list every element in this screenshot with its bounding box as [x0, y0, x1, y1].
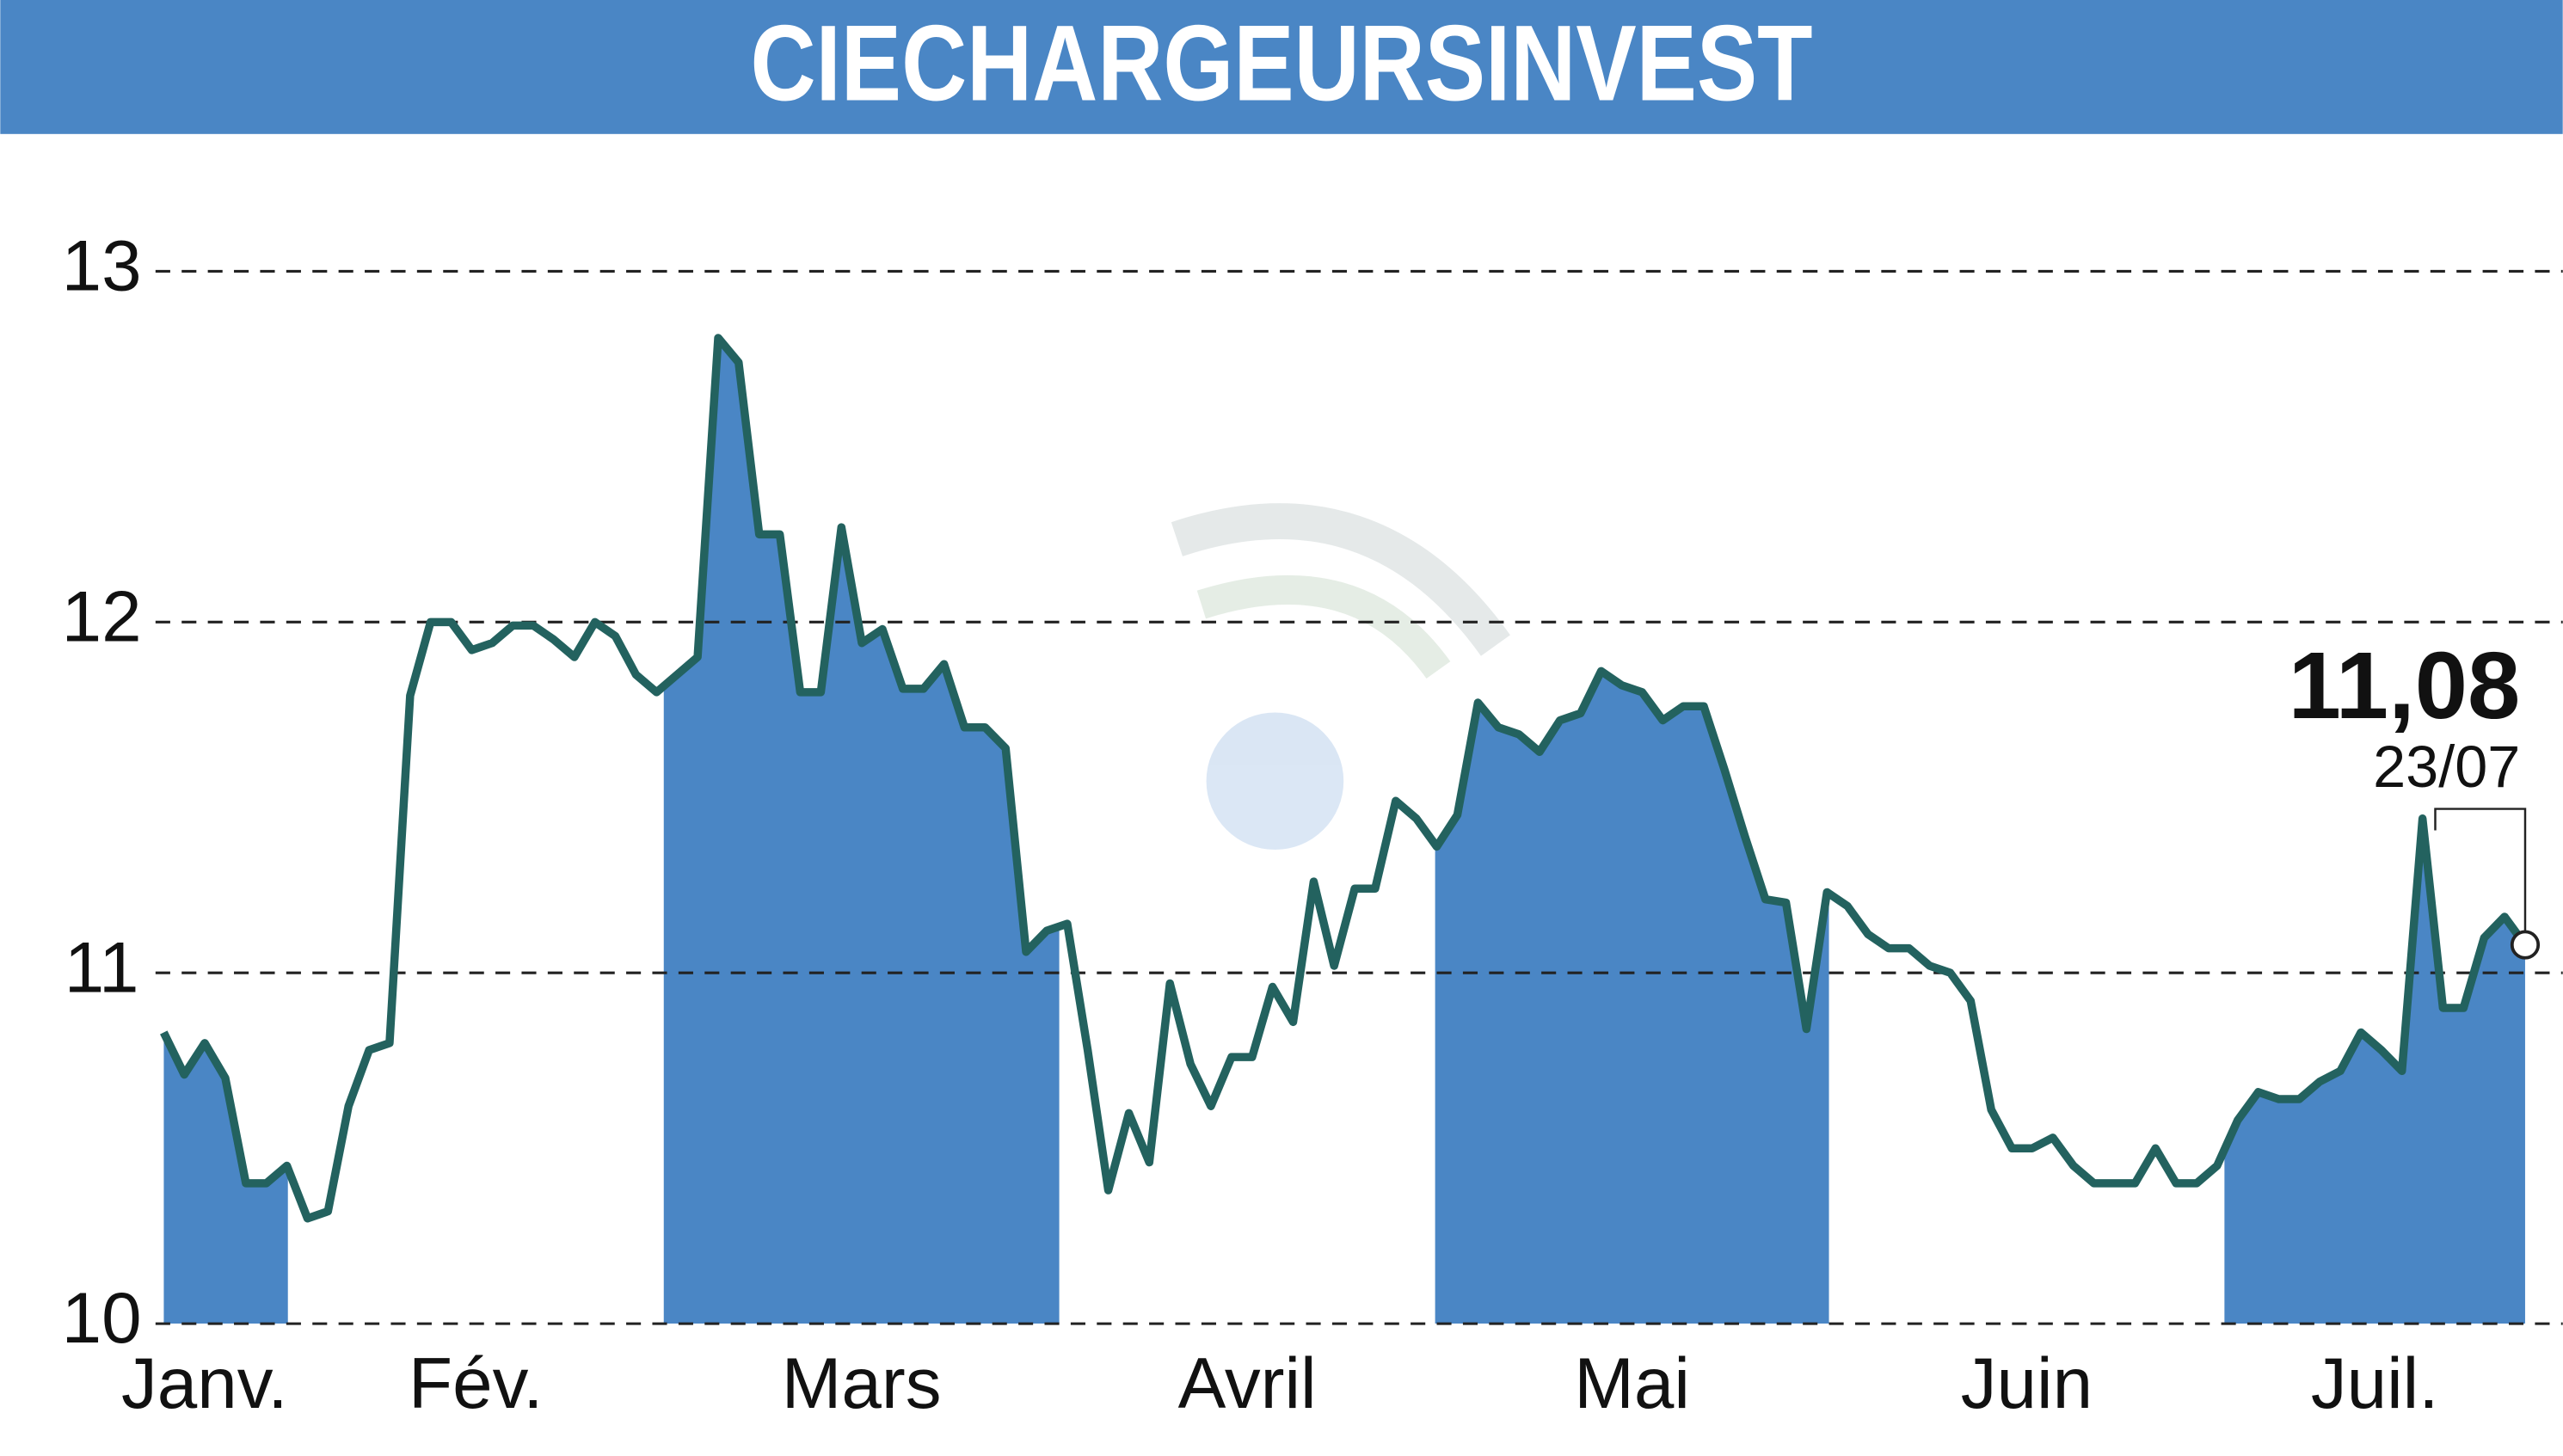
- month-band: [663, 337, 1060, 1324]
- x-tick-label: Fév.: [409, 1342, 543, 1423]
- month-band: [163, 337, 288, 1324]
- value-label: 11,08: [2289, 633, 2521, 739]
- x-tick-label: Mars: [782, 1342, 942, 1423]
- price-line: [160, 334, 2529, 1223]
- label-bracket: [2434, 808, 2527, 945]
- x-tick-label: Janv.: [121, 1342, 288, 1423]
- y-tick-label: 10: [62, 1277, 142, 1358]
- y-tick-label: 12: [62, 575, 142, 656]
- x-tick-label: Juil.: [2311, 1342, 2439, 1423]
- annotation-date: 23/07: [2373, 734, 2520, 800]
- x-tick-label: Juin: [1961, 1342, 2093, 1423]
- x-tick-label: Avril: [1178, 1342, 1317, 1423]
- y-tick-label: 13: [62, 224, 142, 305]
- month-band: [1435, 337, 1829, 1324]
- chart-title: CIECHARGEURSINVEST: [750, 3, 1812, 124]
- x-tick-label: Mai: [1574, 1342, 1690, 1423]
- last-point: [2510, 930, 2541, 960]
- watermark: [1171, 503, 1510, 851]
- title-banner: [0, 0, 2563, 134]
- y-tick-label: 11: [65, 926, 139, 1007]
